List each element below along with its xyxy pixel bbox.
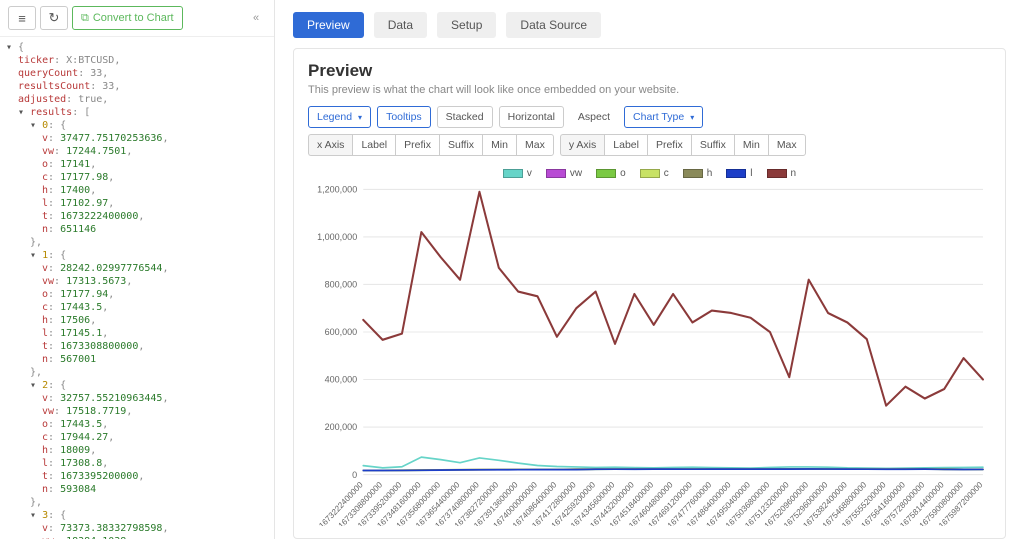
chart-type-dropdown[interactable]: Chart Type (624, 106, 703, 128)
preview-subtitle: This preview is what the chart will look… (308, 84, 991, 96)
json-tree[interactable]: ▾ {ticker: X:BTCUSD,queryCount: 33,resul… (0, 37, 274, 539)
tab-setup[interactable]: Setup (437, 12, 496, 38)
main-tabs: Preview Data Setup Data Source (293, 12, 1006, 38)
legend-item-l[interactable]: l (726, 168, 752, 179)
x-axis-min[interactable]: Min (482, 134, 516, 156)
tab-preview[interactable]: Preview (293, 12, 364, 38)
convert-label: Convert to Chart (93, 12, 174, 24)
tab-data[interactable]: Data (374, 12, 427, 38)
refresh-icon[interactable]: ↻ (40, 6, 68, 30)
svg-text:1,200,000: 1,200,000 (317, 184, 357, 194)
chart-options-row-2: x AxisLabelPrefixSuffixMinMax y AxisLabe… (308, 134, 991, 156)
x-axis-max[interactable]: Max (516, 134, 554, 156)
preview-title: Preview (308, 61, 991, 81)
y-axis-min[interactable]: Min (734, 134, 768, 156)
legend-item-vw[interactable]: vw (546, 168, 582, 179)
svg-text:0: 0 (352, 470, 357, 480)
chart-icon: ⧉ (81, 12, 89, 25)
preview-card: Preview This preview is what the chart w… (293, 48, 1006, 539)
json-toolbar: ≡ ↻ ⧉ Convert to Chart « (0, 0, 274, 37)
right-panel: Preview Data Setup Data Source Preview This… (275, 0, 1024, 539)
legend-item-o[interactable]: o (596, 168, 626, 179)
x-axis-controls: x AxisLabelPrefixSuffixMinMax (308, 134, 554, 156)
align-left-icon[interactable]: ≡ (8, 6, 36, 30)
left-panel: ≡ ↻ ⧉ Convert to Chart « ▾ {ticker: X:BT… (0, 0, 275, 539)
svg-text:200,000: 200,000 (325, 422, 358, 432)
y-axis-prefix[interactable]: Prefix (647, 134, 691, 156)
stacked-button[interactable]: Stacked (437, 106, 493, 128)
legend-item-c[interactable]: c (640, 168, 669, 179)
legend-item-h[interactable]: h (683, 168, 713, 179)
horizontal-button[interactable]: Horizontal (499, 106, 564, 128)
aspect-label: Aspect (570, 106, 618, 128)
collapse-left-icon[interactable]: « (246, 8, 266, 28)
x-axis-prefix[interactable]: Prefix (395, 134, 439, 156)
legend-item-v[interactable]: v (503, 168, 532, 179)
svg-text:400,000: 400,000 (325, 374, 358, 384)
y-axis-suffix[interactable]: Suffix (691, 134, 734, 156)
svg-text:600,000: 600,000 (325, 327, 358, 337)
convert-to-chart-button[interactable]: ⧉ Convert to Chart (72, 6, 183, 30)
chart-area: v vw o c h l n 0 200,000 400,000 600,000 800,000 1,… (308, 168, 991, 526)
y-axis-y-axis: y Axis (560, 134, 604, 156)
tooltips-button[interactable]: Tooltips (377, 106, 431, 128)
y-axis-controls: y AxisLabelPrefixSuffixMinMax (560, 134, 806, 156)
svg-text:800,000: 800,000 (325, 279, 358, 289)
x-axis-label[interactable]: Label (352, 134, 395, 156)
line-chart[interactable]: 0 200,000 400,000 600,000 800,000 1,000,000 1,… (308, 183, 991, 526)
y-axis-label[interactable]: Label (604, 134, 647, 156)
y-axis-max[interactable]: Max (768, 134, 806, 156)
chart-options-row-1: Legend Tooltips Stacked Horizontal Aspec… (308, 106, 991, 128)
tab-data-source[interactable]: Data Source (506, 12, 601, 38)
x-axis-suffix[interactable]: Suffix (439, 134, 482, 156)
legend-dropdown[interactable]: Legend (308, 106, 371, 128)
x-axis-x-axis: x Axis (308, 134, 352, 156)
legend-item-n[interactable]: n (767, 168, 797, 179)
svg-text:1,000,000: 1,000,000 (317, 232, 357, 242)
chart-legend: v vw o c h l n (308, 168, 991, 179)
